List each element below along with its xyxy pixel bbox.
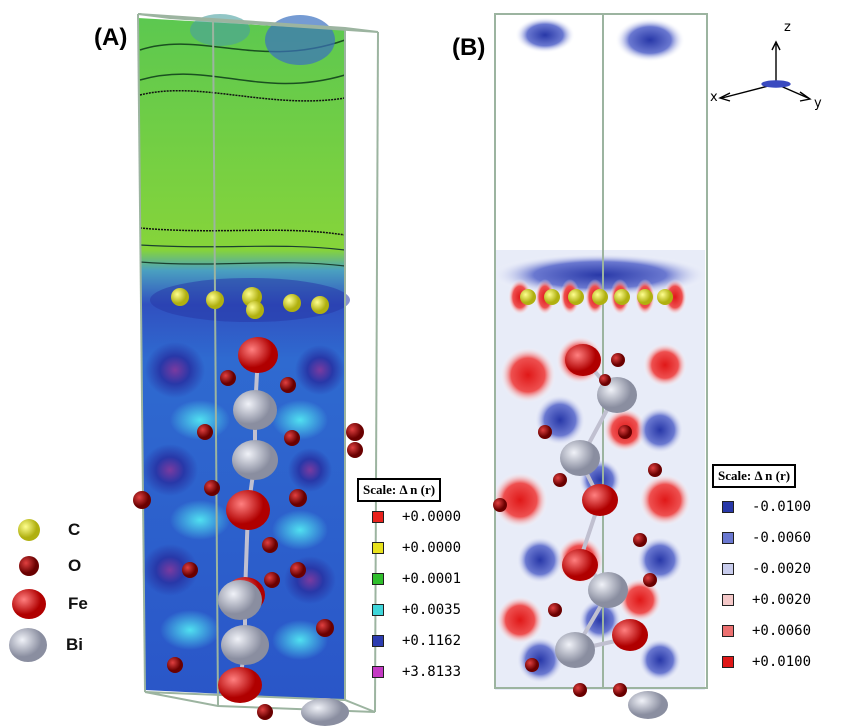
legend-a-row: +0.0001 bbox=[372, 571, 461, 587]
legend-b-swatch bbox=[722, 563, 734, 575]
atom-legend-label: Bi bbox=[66, 635, 83, 654]
axis-y-label: y bbox=[814, 96, 822, 111]
legend-a-title: Scale: Δ n (r) bbox=[357, 478, 442, 502]
legend-b-row: -0.0060 bbox=[722, 530, 811, 546]
legend-a-swatch bbox=[372, 604, 384, 616]
axis-x-label: x bbox=[710, 90, 718, 105]
atom-legend-label: O bbox=[68, 556, 82, 575]
atom-legend-row: Fe bbox=[10, 587, 88, 621]
legend-a-swatch bbox=[372, 573, 384, 585]
legend-a-swatch bbox=[372, 511, 384, 523]
atom-legend-row: C bbox=[14, 515, 80, 545]
legend-a-swatch bbox=[372, 666, 384, 678]
atom-legend-label: C bbox=[68, 520, 81, 539]
legend-b-row: +0.0100 bbox=[722, 654, 811, 670]
legend-b-swatch bbox=[722, 625, 734, 637]
axis-z-label: z bbox=[784, 20, 791, 35]
legend-b-swatch bbox=[722, 594, 734, 606]
atom-legend-row: O bbox=[14, 551, 81, 581]
legend-b-value: +0.0100 bbox=[752, 654, 812, 670]
legend-a-value: +0.0000 bbox=[402, 540, 462, 556]
axes-triad bbox=[718, 40, 812, 102]
panel-a-cell-outline bbox=[137, 13, 379, 713]
legend-b-row: +0.0060 bbox=[722, 623, 811, 639]
legend-a-swatch bbox=[372, 542, 384, 554]
legend-b-row: -0.0020 bbox=[722, 561, 811, 577]
legend-a-value: +0.0000 bbox=[402, 509, 462, 525]
legend-a-swatch bbox=[372, 635, 384, 647]
panel-b-label: (B) bbox=[452, 34, 486, 61]
legend-a-row: +0.0035 bbox=[372, 602, 461, 618]
legend-b-swatch bbox=[722, 532, 734, 544]
carbon-atom-icon bbox=[18, 519, 40, 541]
panel-a-label: (A) bbox=[94, 24, 128, 51]
legend-a-row: +3.8133 bbox=[372, 664, 461, 680]
legend-b-swatch bbox=[722, 656, 734, 668]
legend-a-value: +0.0001 bbox=[402, 571, 462, 587]
legend-b-title: Scale: Δ n (r) bbox=[712, 464, 797, 488]
legend-a-value: +0.0035 bbox=[402, 602, 462, 618]
legend-a-value: +0.1162 bbox=[402, 633, 462, 649]
legend-b-value: +0.0020 bbox=[752, 592, 812, 608]
legend-a-row: +0.0000 bbox=[372, 509, 461, 525]
panel-b-atoms bbox=[493, 289, 673, 719]
bismuth-atom-icon bbox=[9, 628, 47, 662]
legend-b-row: -0.0100 bbox=[722, 499, 811, 515]
legend-b-value: -0.0020 bbox=[752, 561, 812, 577]
oxygen-atom-icon bbox=[19, 556, 39, 576]
panel-a-atoms bbox=[133, 287, 364, 726]
legend-b-row: +0.0020 bbox=[722, 592, 811, 608]
atom-legend-row: Bi bbox=[8, 626, 83, 664]
atom-legend-label: Fe bbox=[68, 594, 88, 613]
legend-a-value: +3.8133 bbox=[402, 664, 462, 680]
legend-b-value: -0.0100 bbox=[752, 499, 812, 515]
iron-atom-icon bbox=[12, 589, 46, 619]
legend-a-row: +0.1162 bbox=[372, 633, 461, 649]
legend-b-swatch bbox=[722, 501, 734, 513]
legend-b-value: +0.0060 bbox=[752, 623, 812, 639]
legend-b-value: -0.0060 bbox=[752, 530, 812, 546]
legend-a-row: +0.0000 bbox=[372, 540, 461, 556]
